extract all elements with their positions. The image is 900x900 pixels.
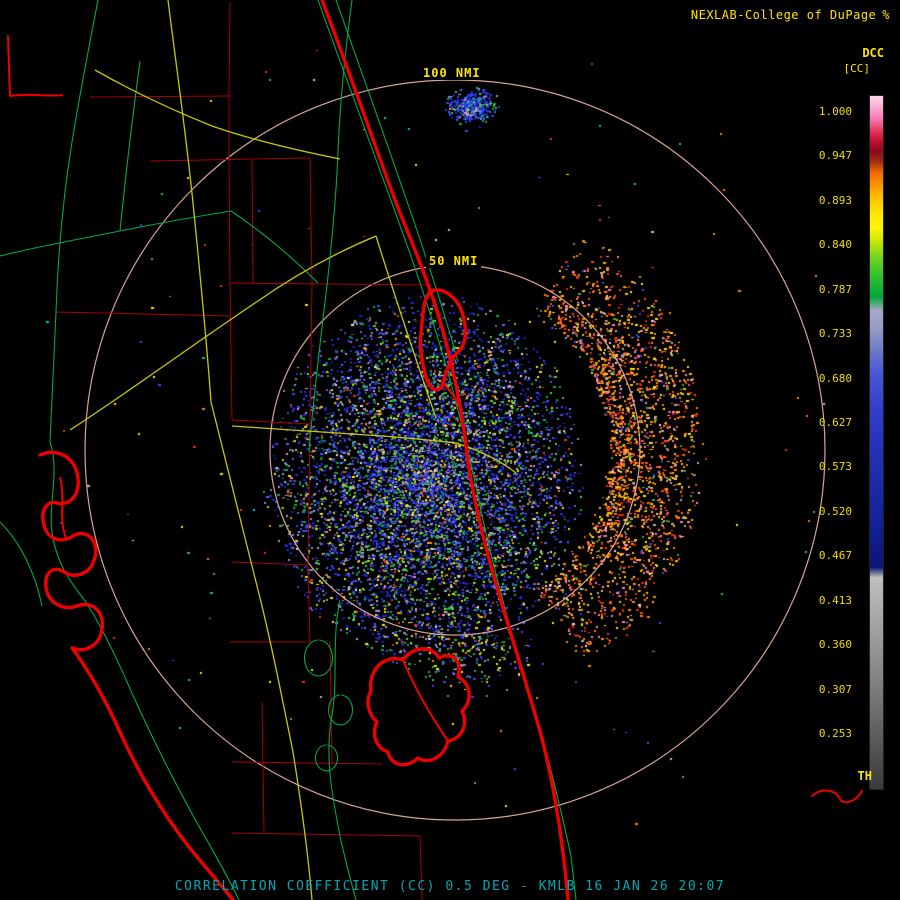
legend-tick: 0.360 [818,638,852,651]
legend-threshold-label: TH [857,769,872,783]
legend-tick: 0.520 [818,505,852,518]
legend-tick: 0.307 [818,683,852,696]
range-ring-label-50nmi: 50 NMI [426,254,482,268]
range-rings [84,79,826,821]
highway-lines [7,0,863,900]
legend-tick: 0.627 [818,416,852,429]
title-text: NEXLAB-College of DuPage [690,8,877,22]
legend-product-label: DCC [862,46,884,60]
legend-tick: 0.467 [818,549,852,562]
legend-tick: 0.733 [818,327,852,340]
legend-tick: 0.787 [818,283,852,296]
river-lines [0,0,577,900]
legend-tick: 0.253 [818,727,852,740]
page-title: NEXLAB-College of DuPage % [691,8,890,22]
title-badge: % [882,8,890,22]
legend-tick: 0.840 [818,238,852,251]
road-lines [69,0,517,900]
product-caption: CORRELATION COEFFICIENT (CC) 0.5 DEG - K… [174,879,726,894]
legend-units-label: [CC] [843,62,871,75]
legend-tick: 0.893 [818,194,852,207]
legend-tick: 0.947 [818,149,852,162]
color-scale-bar [869,95,884,790]
legend-tick: 0.680 [818,372,852,385]
legend-tick: 0.573 [818,460,852,473]
legend-tick: 0.413 [818,594,852,607]
range-ring-label-100nmi: 100 NMI [420,66,484,80]
legend-tick: 1.000 [818,105,852,118]
county-lines [55,1,431,900]
